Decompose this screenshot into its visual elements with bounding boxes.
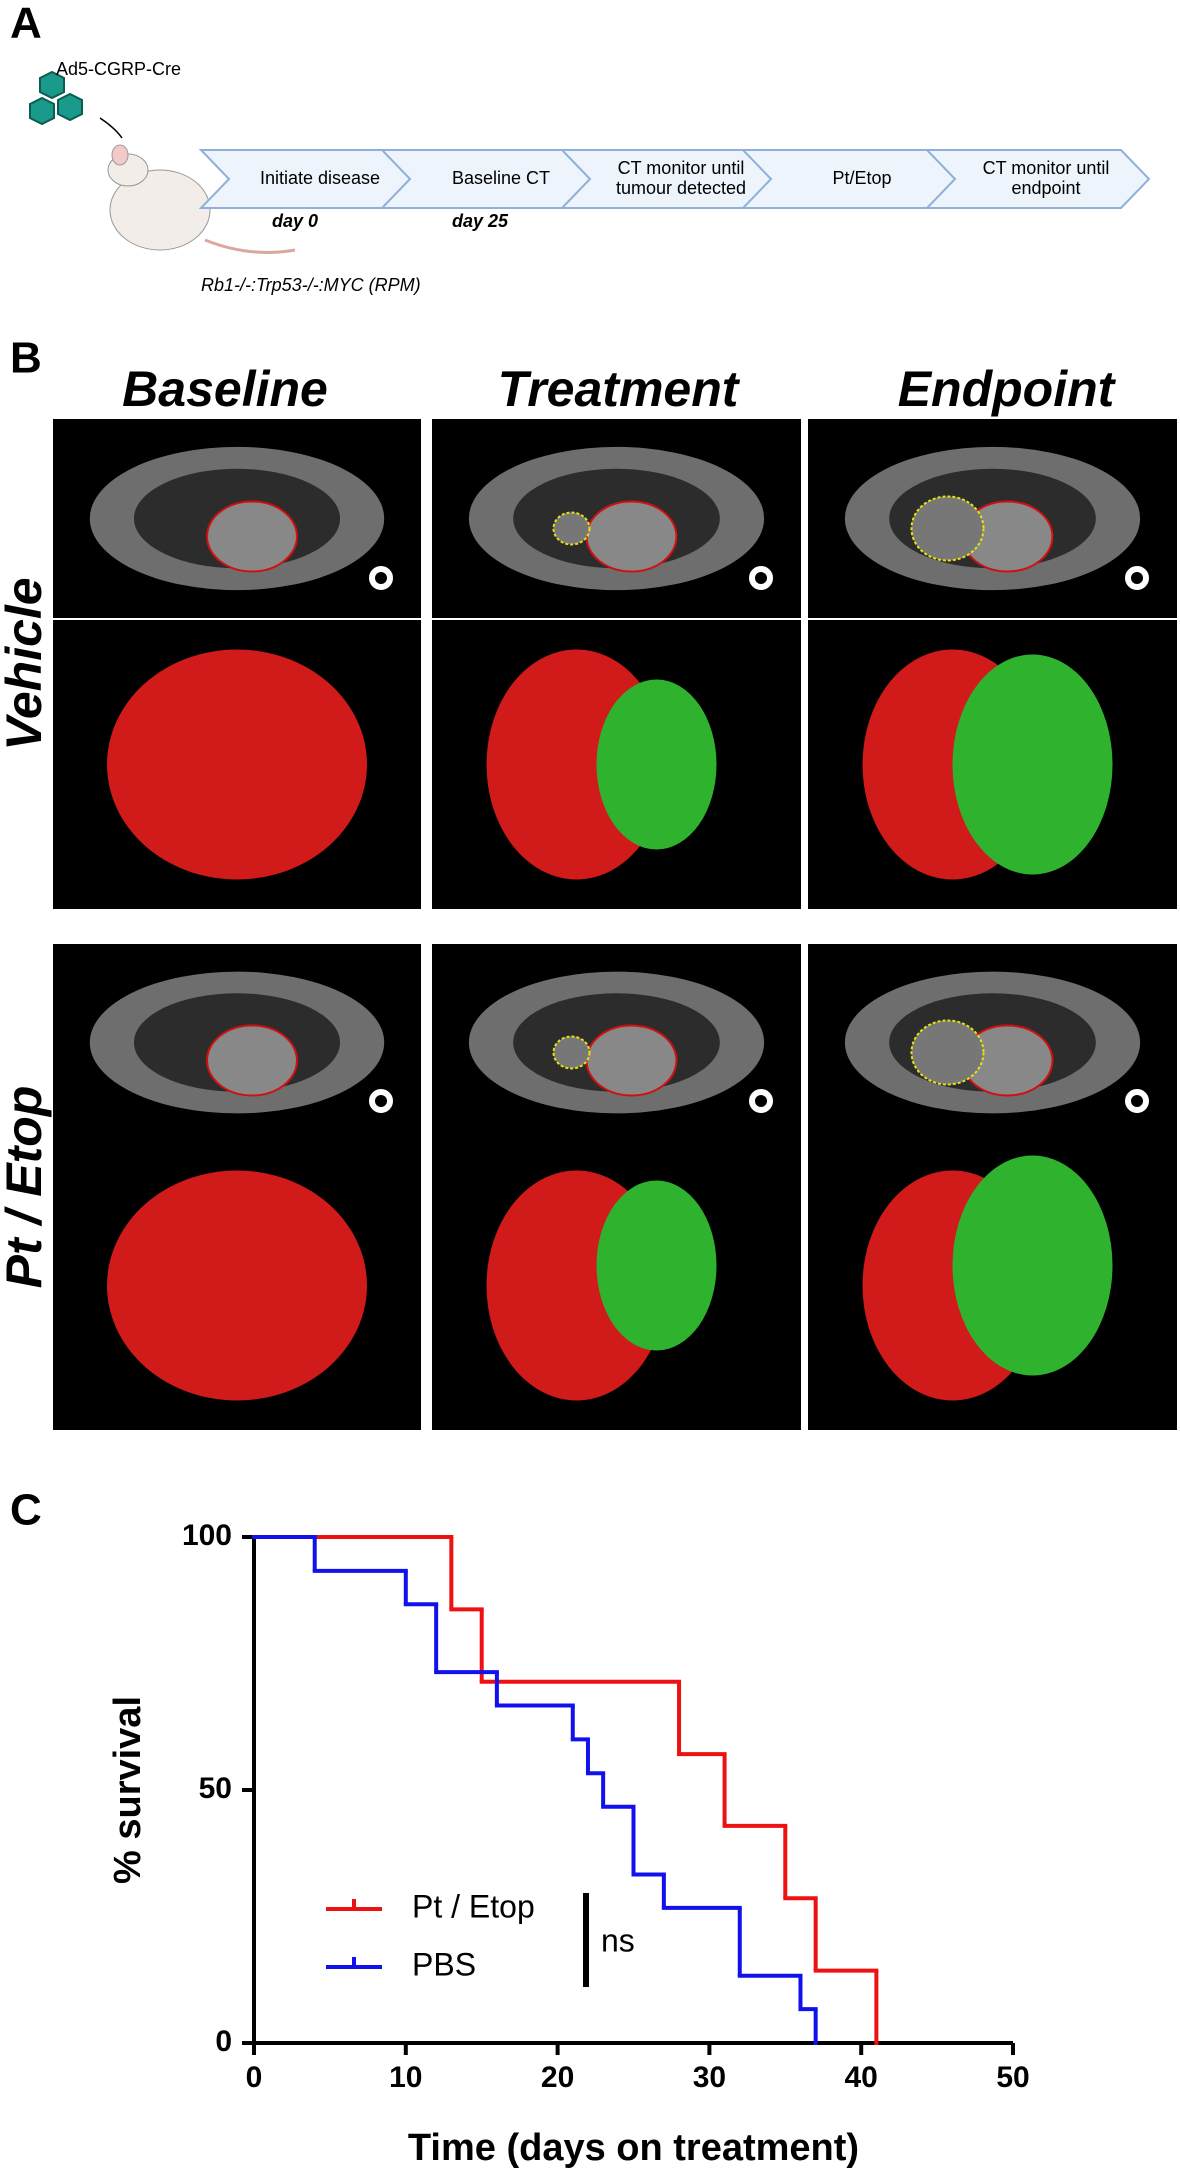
x-tick-label: 30 — [693, 2061, 726, 2094]
step-label: endpoint — [1011, 178, 1080, 198]
day-label: day 0 — [272, 211, 318, 231]
marker — [1125, 566, 1149, 590]
lung-render — [107, 1170, 367, 1401]
tumour-render — [596, 1180, 717, 1351]
lung-render — [107, 649, 367, 880]
tumour-render — [952, 1155, 1113, 1376]
column-header: Treatment — [498, 361, 741, 417]
legend-label: PBS — [412, 1946, 476, 1982]
vector-label: Ad5-CGRP-Cre — [56, 59, 181, 79]
row-header: Pt / Etop — [0, 1086, 52, 1289]
step-label: CT monitor until — [983, 158, 1110, 178]
marker — [749, 566, 773, 590]
x-tick-label: 10 — [389, 2061, 422, 2094]
tumour-outline — [585, 500, 678, 573]
tumour-render — [596, 679, 717, 850]
genotype: Rb1-/-:Trp53-/-:MYC (RPM) — [201, 275, 421, 295]
y-axis-title: % survival — [107, 1696, 149, 1884]
step-label: tumour detected — [616, 178, 746, 198]
virus-icon — [29, 70, 83, 126]
marker — [369, 566, 393, 590]
tumour-outline — [552, 511, 591, 546]
step-label: CT monitor until — [618, 158, 745, 178]
x-axis-title: Time (days on treatment) — [408, 2127, 859, 2169]
x-tick-label: 50 — [996, 2061, 1029, 2094]
step-label: Initiate disease — [260, 168, 380, 188]
x-tick-label: 0 — [246, 2061, 263, 2094]
tumour-outline — [206, 1024, 298, 1097]
tumour-outline — [206, 500, 298, 573]
panel-label: A — [10, 0, 42, 48]
tumour-outline — [552, 1035, 591, 1070]
marker — [1125, 1089, 1149, 1113]
panel-label: C — [10, 1486, 42, 1535]
significance-label: ns — [601, 1922, 635, 1958]
arrow — [99, 117, 123, 139]
legend-label: Pt / Etop — [412, 1888, 535, 1924]
tumour-render — [952, 654, 1113, 875]
y-tick-label: 50 — [199, 1772, 232, 1805]
row-header: Vehicle — [0, 577, 52, 750]
column-header: Endpoint — [898, 361, 1117, 417]
process-step — [924, 149, 1151, 209]
step-label: Baseline CT — [452, 168, 550, 188]
tumour-outline — [585, 1024, 678, 1097]
tumour-outline — [910, 495, 985, 562]
y-tick-label: 0 — [215, 2025, 232, 2058]
panel-label: B — [10, 334, 42, 383]
marker — [369, 1089, 393, 1113]
marker — [749, 1089, 773, 1113]
x-tick-label: 40 — [845, 2061, 878, 2094]
mouse-icon — [107, 144, 296, 254]
y-tick-label: 100 — [182, 1519, 232, 1552]
x-tick-label: 20 — [541, 2061, 574, 2094]
day-label: day 25 — [452, 211, 509, 231]
column-header: Baseline — [122, 361, 328, 417]
step-label: Pt/Etop — [832, 168, 891, 188]
tumour-outline — [910, 1019, 985, 1086]
